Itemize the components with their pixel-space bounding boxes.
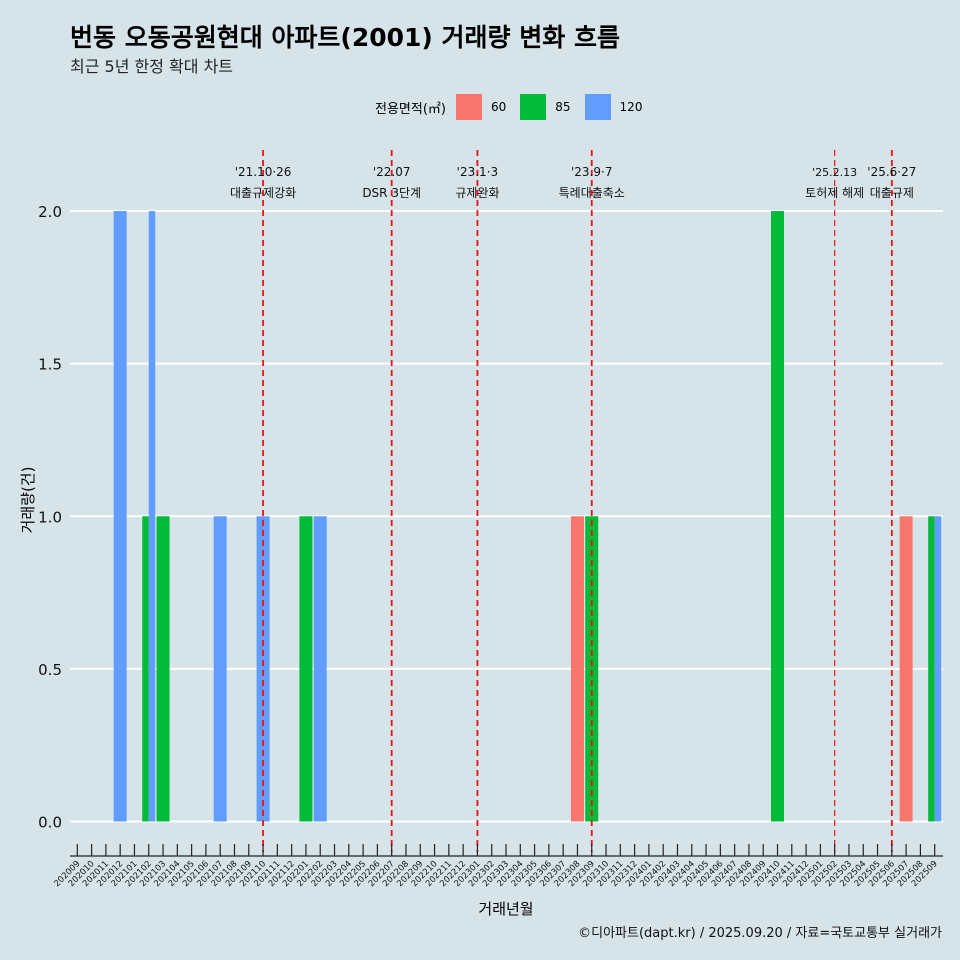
- chart-title: 번동 오동공원현대 아파트(2001) 거래량 변화 흐름: [70, 23, 620, 52]
- y-tick-label: 1.0: [38, 508, 62, 526]
- bar-120-202107: [213, 516, 227, 822]
- event-date-label: '22.07: [373, 165, 411, 179]
- legend-label-85: 85: [555, 100, 571, 114]
- bar-85-202309: [585, 516, 599, 822]
- y-tick-label: 0.0: [38, 813, 62, 831]
- event-text-label: 규제완화: [455, 186, 499, 200]
- y-tick-label: 1.5: [38, 356, 62, 374]
- event-date-label: '25.6·27: [867, 165, 916, 179]
- bar-120-202110: [256, 516, 270, 822]
- bar-60-202507: [899, 516, 913, 822]
- bar-60-202308: [570, 516, 584, 822]
- legend-item-85: 85: [520, 94, 571, 120]
- x-axis-label: 거래년월: [478, 900, 533, 918]
- event-date-label: '25.2.13: [812, 166, 857, 179]
- event-date-label: '21.10·26: [235, 165, 292, 179]
- legend-label-60: 60: [490, 100, 507, 114]
- event-lines: '21.10·26 대출규제강화 '22.07 DSR 3단계 '23.1·3 규제완화 '…: [230, 150, 916, 852]
- bar-85-202509: [928, 516, 935, 822]
- legend-swatch-60: [455, 94, 482, 120]
- legend-swatch-85: [520, 94, 547, 120]
- gridlines: 0.0 0.5 1.0 1.5 2.0: [38, 203, 943, 831]
- legend: 전용면적(㎡) 60 85 120: [375, 92, 656, 122]
- legend-swatch-120: [584, 94, 611, 120]
- bar-120-202202: [313, 516, 327, 822]
- bars: [113, 211, 942, 822]
- bar-85-202410: [771, 211, 785, 822]
- bar-85-202102: [142, 516, 149, 822]
- legend-label-120: 120: [619, 100, 643, 114]
- legend-item-60: 60: [455, 94, 507, 120]
- event-text-label: 토허제 해제: [805, 186, 864, 200]
- event-text-label: DSR 3단계: [362, 186, 421, 200]
- y-tick-label: 2.0: [38, 203, 62, 221]
- legend-item-120: 120: [584, 94, 643, 120]
- bar-85-202103: [156, 516, 170, 822]
- source-caption: ©디아파트(dapt.kr) / 2025.09.20 / 자료=국토교통부 실…: [578, 926, 942, 941]
- event-date-label: '23.1·3: [457, 165, 498, 179]
- event-text-label: 대출규제강화: [230, 186, 296, 200]
- y-axis-label: 거래량(건): [19, 467, 37, 534]
- event-date-label: '23.9·7: [571, 165, 612, 179]
- y-tick-label: 0.5: [38, 661, 62, 679]
- bar-120-202509: [934, 516, 942, 822]
- legend-title: 전용면적(㎡): [375, 101, 446, 117]
- bar-85-202201: [299, 516, 313, 822]
- axes: 2020092020102020112020122021012021022021…: [52, 844, 943, 889]
- event-text-label: 특례대출축소: [559, 186, 625, 200]
- bar-120-202012: [113, 211, 127, 822]
- bar-120-202102: [148, 211, 156, 822]
- event-text-label: 대출규제: [870, 186, 914, 200]
- chart-subtitle: 최근 5년 한정 확대 차트: [70, 57, 234, 76]
